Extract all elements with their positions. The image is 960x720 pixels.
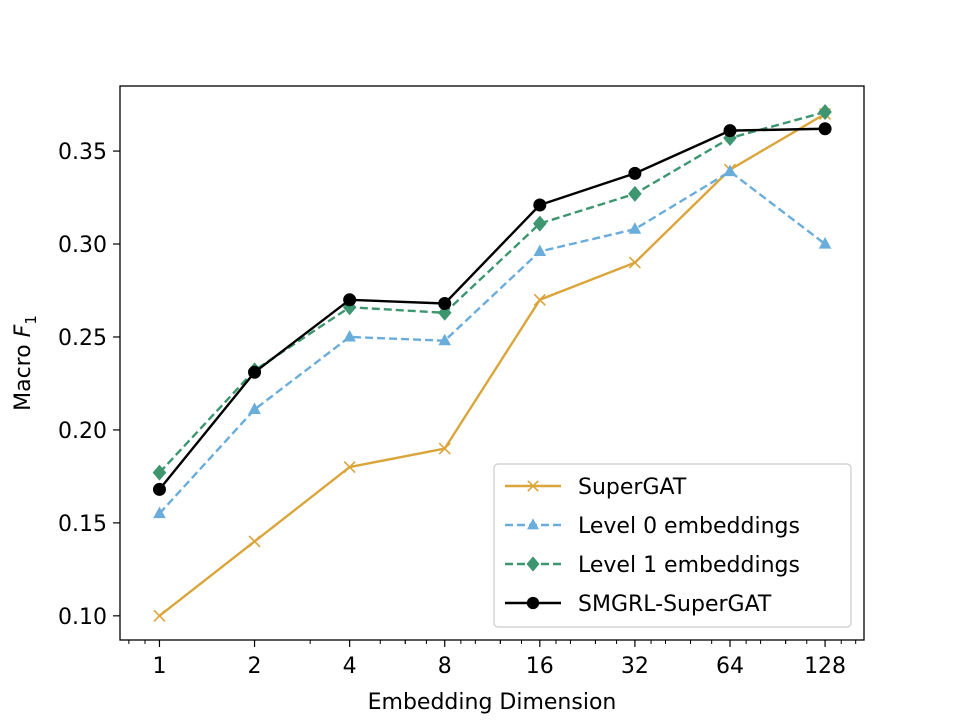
diamond-marker xyxy=(533,215,547,232)
x-marker xyxy=(153,609,166,622)
y-tick-label: 0.15 xyxy=(58,512,107,537)
legend-label: Level 1 embeddings xyxy=(578,553,800,578)
y-axis-label: Macro F1 xyxy=(11,315,40,411)
x-marker xyxy=(527,480,539,492)
x-tick-label: 64 xyxy=(716,654,744,679)
circle-marker xyxy=(533,198,547,212)
x-axis: 1 2 4 8 16 32 64 128 xyxy=(128,640,857,679)
circle-marker xyxy=(526,596,540,610)
series-line xyxy=(158,112,826,617)
legend-label: SMGRL-SuperGAT xyxy=(578,592,772,617)
legend-label: Level 0 embeddings xyxy=(578,514,800,539)
legend-label: SuperGAT xyxy=(578,475,687,500)
diamond-marker xyxy=(818,104,832,121)
legend: SuperGAT Level 0 embeddings Level 1 embedd… xyxy=(493,463,852,628)
y-axis-label-text: Macro xyxy=(11,344,36,411)
triangle-marker xyxy=(723,164,737,177)
x-tick-label: 128 xyxy=(804,654,846,679)
x-marker xyxy=(533,293,546,306)
diamond-marker xyxy=(526,556,540,572)
y-axis: 0.10 0.15 0.20 0.25 0.30 0.35 xyxy=(58,140,120,630)
x-tick-label: 16 xyxy=(526,654,554,679)
series-level-0-embeddings xyxy=(153,164,832,519)
series-line xyxy=(158,127,826,491)
y-tick-label: 0.30 xyxy=(58,233,107,258)
series-line xyxy=(158,170,826,515)
circle-marker xyxy=(343,293,357,307)
series-smgrl-supergat xyxy=(152,122,832,496)
y-tick-label: 0.35 xyxy=(58,140,107,165)
x-axis-label: Embedding Dimension xyxy=(368,690,617,715)
triangle-marker xyxy=(343,329,356,342)
circle-marker xyxy=(818,122,832,136)
series-layer xyxy=(152,104,832,622)
y-tick-label: 0.20 xyxy=(58,419,107,444)
diamond-marker xyxy=(628,185,642,202)
circle-marker xyxy=(628,166,642,180)
triangle-marker xyxy=(628,222,642,234)
triangle-marker xyxy=(438,333,452,346)
circle-marker xyxy=(152,482,166,496)
triangle-marker xyxy=(533,244,547,257)
x-marker xyxy=(628,256,641,269)
x-tick-label: 1 xyxy=(152,654,166,679)
triangle-marker xyxy=(818,237,832,249)
y-tick-label: 0.10 xyxy=(58,605,107,630)
y-axis-label-subscript: 1 xyxy=(22,315,40,325)
x-marker xyxy=(248,535,261,548)
legend-box xyxy=(493,463,852,628)
x-tick-label: 2 xyxy=(248,654,262,679)
x-tick-label: 32 xyxy=(621,654,649,679)
circle-marker xyxy=(438,297,452,311)
triangle-marker xyxy=(527,518,539,530)
x-tick-label: 8 xyxy=(438,654,452,679)
diamond-marker xyxy=(152,464,167,481)
triangle-marker xyxy=(153,506,166,519)
circle-marker xyxy=(248,365,262,379)
circle-marker xyxy=(723,124,737,138)
x-marker xyxy=(343,461,356,474)
x-marker xyxy=(438,442,451,455)
x-tick-label: 4 xyxy=(343,654,357,679)
y-tick-label: 0.25 xyxy=(58,326,107,351)
y-axis-label-symbol: F xyxy=(11,324,36,337)
triangle-marker xyxy=(248,402,261,415)
